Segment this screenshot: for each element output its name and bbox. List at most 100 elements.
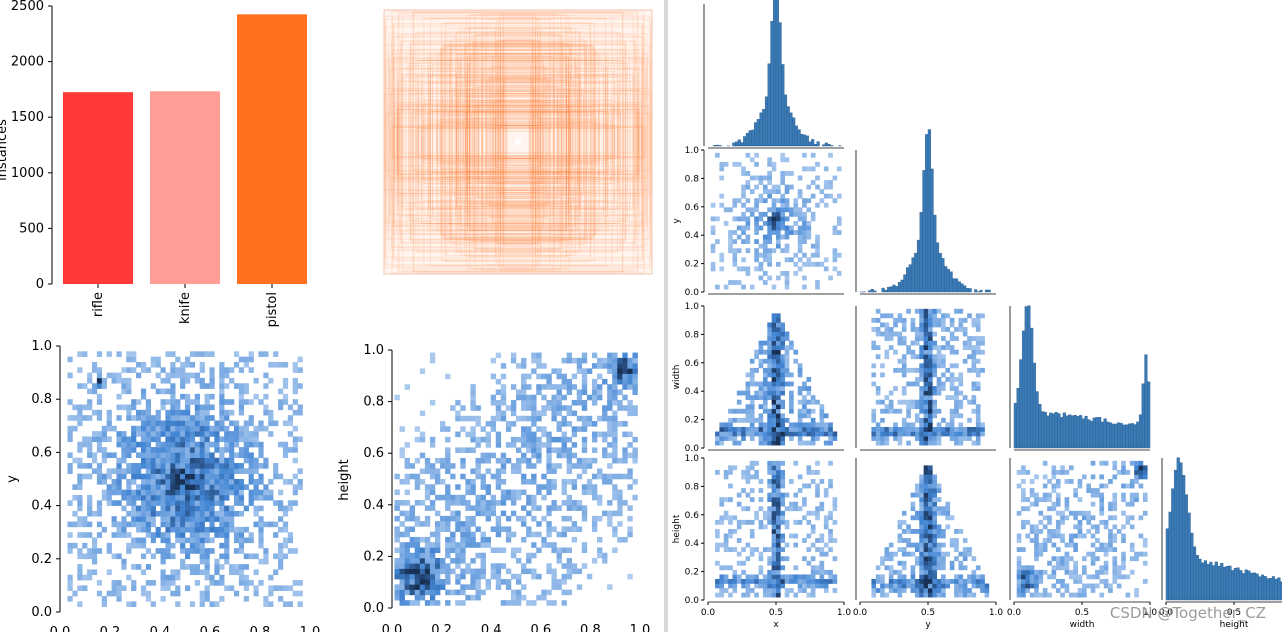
pair-width-height-cell — [1060, 560, 1065, 566]
pair-y-width-cell — [928, 386, 933, 391]
wh-cell — [541, 473, 547, 480]
wh-cell — [551, 415, 557, 422]
overlay-box — [469, 54, 567, 230]
xy-cell — [165, 494, 171, 501]
pair-x-width-cell — [771, 358, 777, 364]
pair-x-width-cell — [732, 417, 738, 423]
xy-cell — [292, 500, 298, 506]
xy-cell — [77, 351, 83, 357]
pair-x-width-cell — [771, 390, 777, 396]
pair-x-height-cell — [767, 578, 772, 584]
pair-width-height-cell — [1138, 460, 1144, 466]
pair-y-height-cell — [923, 538, 929, 543]
pair-y-height-cell — [941, 542, 946, 548]
xy-cell — [258, 420, 264, 427]
wh-cell — [597, 394, 603, 401]
overlay-box — [436, 121, 600, 163]
overlay-box — [493, 79, 543, 205]
pair-x-y-cell — [767, 175, 772, 181]
bar-y-tick-label: 1500 — [11, 110, 44, 125]
wh-cell — [455, 552, 461, 559]
hist-bar-width — [1108, 422, 1113, 449]
pair-width-height-cell — [1055, 479, 1061, 484]
pair-y-height-cell — [932, 547, 938, 553]
xy-heatmap: 0.00.20.40.60.81.00.00.20.40.60.81.0y — [5, 339, 320, 632]
hist-bar-width — [1106, 421, 1110, 449]
xy-cell — [258, 532, 264, 538]
hist-bar-height — [1171, 488, 1175, 601]
wh-cell — [440, 515, 446, 522]
xy-cell — [145, 596, 152, 602]
xy-cell — [273, 473, 279, 480]
wh-cell — [409, 505, 416, 511]
xy-cell — [297, 590, 303, 597]
pair-x-width-cell — [789, 436, 794, 441]
pair-x-y-cell — [810, 193, 816, 199]
pair-x-height-cell — [815, 565, 820, 571]
wh-cell — [546, 510, 552, 517]
wh-cell — [551, 579, 557, 585]
pair-y-height-cell — [880, 578, 885, 584]
pair-width-height-cell — [1038, 551, 1044, 557]
wh-cell — [602, 363, 608, 369]
xy-cell — [189, 431, 196, 437]
pair-y-height-cell — [928, 524, 933, 530]
pair-y-width-cell — [941, 327, 946, 332]
xy-cell — [229, 436, 235, 443]
xy-cell — [209, 574, 215, 581]
pair-x-width-cell — [797, 431, 803, 437]
xy-cell — [150, 489, 156, 496]
pair-y-height-cell — [875, 578, 881, 584]
xy-cell — [180, 452, 186, 459]
pair-x-height-cell — [749, 547, 755, 553]
wh-cell — [516, 436, 522, 443]
pair-y-width-cell — [941, 345, 946, 351]
pair-x-y-cell — [784, 189, 790, 195]
xy-cell — [131, 489, 137, 496]
pair-width-height-cell — [1021, 588, 1026, 593]
hist-bar-y — [979, 289, 983, 293]
xy-cell — [248, 489, 254, 496]
pair-width-height-cell — [1064, 542, 1070, 548]
overlay-box — [466, 88, 570, 196]
xy-cell — [111, 516, 117, 522]
pair-x-label-x: x — [773, 620, 779, 630]
overlay-box — [477, 86, 559, 198]
xy-cell — [96, 441, 103, 448]
xy-cell — [170, 574, 176, 581]
pair-x-width-cell — [806, 386, 812, 391]
pair-x-width-cell — [758, 413, 764, 419]
pair-y-width-cell — [888, 331, 894, 337]
xy-cell — [282, 377, 289, 384]
pair-width-height-cell — [1016, 469, 1022, 475]
xy-cell — [165, 580, 171, 586]
pair-x-height-cell — [806, 592, 812, 598]
pair-width-height-cell — [1068, 479, 1074, 484]
pair-y-height-cell — [928, 483, 933, 489]
pair-x-width-cell — [736, 399, 742, 405]
xy-cell — [199, 596, 205, 602]
pair-width-height-cell — [1121, 538, 1126, 543]
pair-width-height-cell — [1099, 510, 1105, 516]
wh-cell — [541, 542, 547, 548]
xy-cell — [209, 521, 215, 528]
xy-cell — [199, 569, 205, 576]
wh-cell — [531, 352, 537, 359]
pair-y-height-cell — [945, 515, 951, 521]
wh-cell — [394, 563, 400, 569]
pair-width-height-cell — [1060, 515, 1065, 521]
pair-width-height-cell — [1108, 515, 1113, 521]
wh-cell — [440, 558, 446, 564]
xy-cell — [131, 542, 137, 549]
wh-cell — [576, 426, 583, 432]
pair-width-height-cell — [1021, 583, 1026, 589]
xy-cell — [106, 420, 112, 427]
xy-cell — [106, 548, 112, 554]
pair-width-height-cell — [1108, 588, 1113, 593]
pairplot-grid: 0.00.20.40.60.81.0y0.00.20.40.60.81.0wid… — [664, 0, 1282, 632]
wh-cell — [551, 568, 557, 575]
xy-cell — [170, 431, 176, 437]
pair-x-height-cell — [776, 538, 781, 543]
xy-cell — [136, 521, 142, 528]
pair-x-height-cell — [789, 533, 794, 539]
